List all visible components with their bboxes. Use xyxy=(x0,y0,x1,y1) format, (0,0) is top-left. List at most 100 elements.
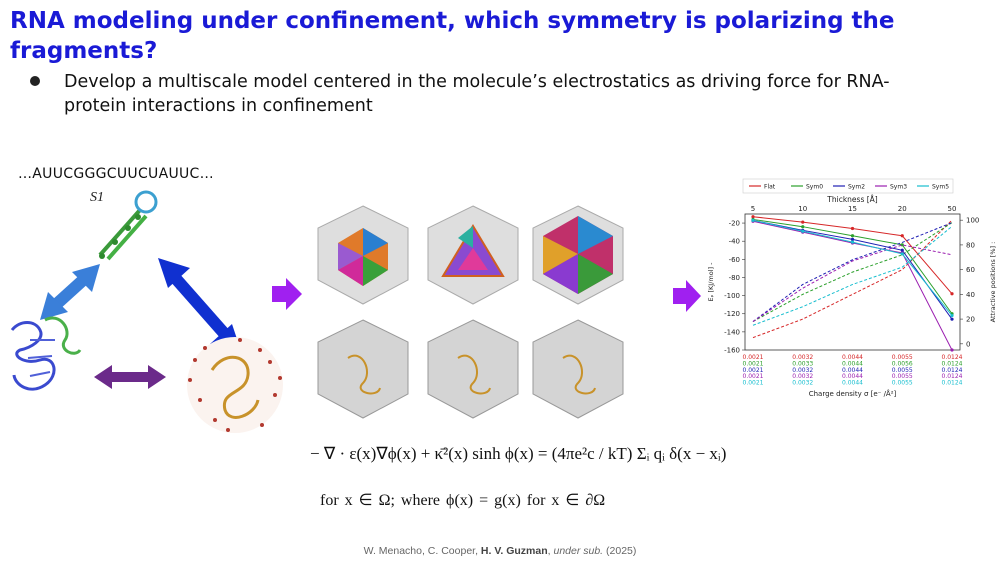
boundary-condition: for x ∈ Ω; where ϕ(x) = g(x) for x ∈ ∂Ω xyxy=(320,492,606,509)
y-right-tick-label: 100 xyxy=(966,217,979,225)
citation-bold-author: H. V. Guzman xyxy=(480,545,548,557)
density-label: 0.0055 xyxy=(892,380,913,387)
energy-chart: Flat Sym0 Sym2 Sym3 Sym5 Thickness [Å] 5 10 15 20… xyxy=(707,178,997,398)
density-label: 0.0056 xyxy=(892,360,913,367)
attractive-line xyxy=(752,225,953,326)
y-tick-label: -100 xyxy=(724,292,740,300)
double-arrow-icon xyxy=(94,365,166,389)
s1-label: S1 xyxy=(90,190,104,205)
capsid-mesh-icon xyxy=(532,319,624,419)
energy-point xyxy=(900,234,904,238)
y-tick-label: -80 xyxy=(729,274,740,282)
rna-3d-structure-icon xyxy=(10,316,82,391)
density-label: 0.0021 xyxy=(743,373,764,380)
bullet-dot-icon xyxy=(30,76,40,86)
energy-point xyxy=(950,317,954,321)
rna-structure-figure xyxy=(10,190,283,433)
citation-year: (2025) xyxy=(603,545,637,557)
plot-frame xyxy=(744,213,961,351)
y-right-tick-label: 20 xyxy=(966,316,975,324)
energy-point xyxy=(801,225,805,229)
rna-hairpin-icon xyxy=(98,190,158,261)
solvated-rna-icon xyxy=(187,337,283,433)
density-label: 0.0124 xyxy=(942,373,963,380)
y-axis-label: Eₚ [KJ/mol] - xyxy=(707,262,715,302)
legend-label: Sym2 xyxy=(848,184,865,191)
energy-point xyxy=(850,234,855,238)
density-label: 0.0021 xyxy=(743,367,764,374)
rna-sequence: …AUUCGGGCUUCUAUUC… xyxy=(18,166,214,182)
capsid-figure xyxy=(317,205,624,419)
density-label: 0.0044 xyxy=(842,380,863,387)
capsid-mesh-icon xyxy=(427,319,519,419)
density-label: 0.0044 xyxy=(842,373,863,380)
density-label: 0.0044 xyxy=(842,354,863,361)
x-axis-label: Charge density σ [e⁻ /Å²] xyxy=(809,389,897,398)
forward-arrow-icon xyxy=(673,280,701,312)
legend-label: Sym0 xyxy=(806,184,823,191)
density-label: 0.0124 xyxy=(942,380,963,387)
density-label: 0.0124 xyxy=(942,354,963,361)
density-label: 0.0055 xyxy=(892,354,913,361)
energy-point xyxy=(950,348,954,352)
forward-arrow-icon xyxy=(272,278,302,310)
energy-point xyxy=(801,229,805,233)
density-label: 0.0032 xyxy=(792,373,813,380)
energy-point xyxy=(850,240,855,244)
legend-label: Sym5 xyxy=(932,184,949,191)
top-tick-label: 5 xyxy=(751,205,755,213)
y-right-axis-label: Attractive positions [%] : xyxy=(989,242,997,323)
density-label: 0.0124 xyxy=(942,360,963,367)
density-label: 0.0124 xyxy=(942,367,963,374)
y-tick-label: -120 xyxy=(724,310,740,318)
energy-point xyxy=(850,226,855,231)
y-right-tick-label: 80 xyxy=(966,241,975,249)
energy-point xyxy=(801,220,805,224)
capsid-colored-icon xyxy=(532,205,624,305)
top-axis-label: Thickness [Å] xyxy=(826,195,878,204)
energy-point xyxy=(950,313,954,318)
bullet-text: Develop a multiscale model centered in t… xyxy=(64,72,890,116)
density-label: 0.0021 xyxy=(743,354,764,361)
energy-point xyxy=(900,248,904,252)
density-label: 0.0044 xyxy=(842,360,863,367)
energy-point xyxy=(950,292,954,296)
attractive-line xyxy=(752,244,953,322)
capsid-colored-icon xyxy=(317,205,409,305)
density-label: 0.0032 xyxy=(792,380,813,387)
top-tick-label: 15 xyxy=(848,205,857,213)
energy-point xyxy=(900,252,904,256)
y-right-tick-label: 40 xyxy=(966,291,975,299)
density-label: 0.0021 xyxy=(743,380,764,387)
density-label: 0.0021 xyxy=(743,360,764,367)
y-tick-label: -60 xyxy=(729,256,740,264)
density-label: 0.0055 xyxy=(892,373,913,380)
density-label: 0.0055 xyxy=(892,367,913,374)
double-arrow-icon xyxy=(40,264,100,320)
top-tick-label: 50 xyxy=(948,205,957,213)
y-right-tick-label: 60 xyxy=(966,266,975,274)
capsid-colored-icon xyxy=(427,205,519,305)
y-tick-label: -160 xyxy=(724,347,740,355)
y-tick-label: -140 xyxy=(724,328,740,336)
legend-label: Sym3 xyxy=(890,184,907,191)
density-label: 0.0033 xyxy=(792,360,813,367)
energy-point xyxy=(751,218,755,222)
y-tick-label: -40 xyxy=(729,238,740,246)
legend-label: Flat xyxy=(764,184,776,191)
slide-title: RNA modeling under confinement, which sy… xyxy=(10,8,895,64)
citation: W. Menacho, C. Cooper, H. V. Guzman, und… xyxy=(363,545,637,557)
top-tick-label: 10 xyxy=(798,205,807,213)
density-label: 0.0032 xyxy=(792,367,813,374)
density-label: 0.0032 xyxy=(792,354,813,361)
citation-authors: W. Menacho, C. Cooper, xyxy=(363,545,481,557)
citation-status: under sub. xyxy=(553,545,604,557)
y-right-tick-label: 0 xyxy=(966,340,970,348)
y-tick-label: -20 xyxy=(729,220,740,228)
chart-legend xyxy=(742,178,954,194)
capsid-mesh-icon xyxy=(317,319,409,419)
density-label: 0.0044 xyxy=(842,367,863,374)
energy-point xyxy=(850,237,855,241)
energy-point xyxy=(751,215,755,219)
attractive-line xyxy=(752,222,953,323)
